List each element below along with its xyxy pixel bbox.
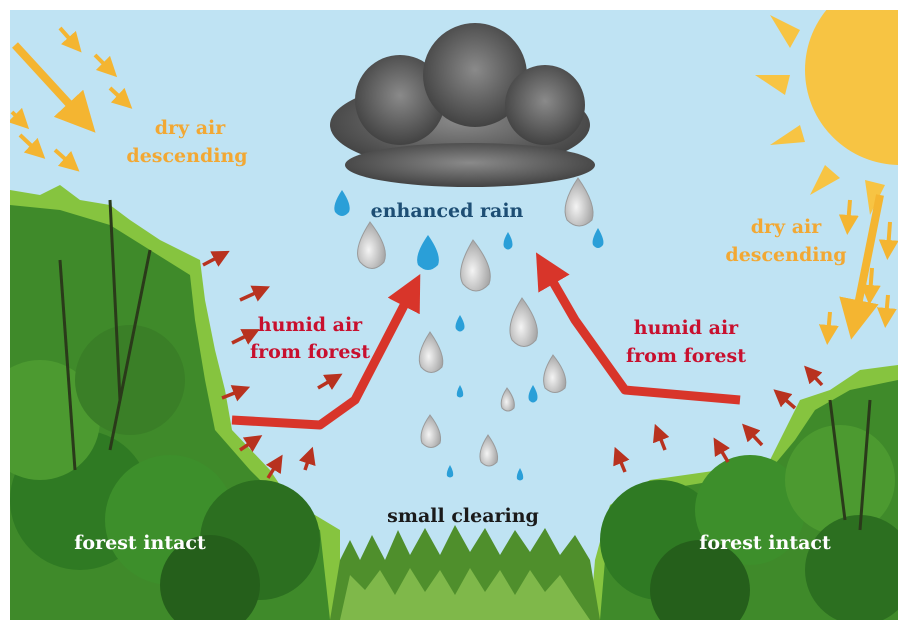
sun-rays-arrows-part [828,312,830,335]
left-forest-part [75,325,185,435]
label: enhanced rain [371,200,524,222]
label-line: dry air [155,117,226,139]
label: forest intact [74,532,206,554]
sun-rays-arrows-part [870,268,872,295]
label-line: from forest [626,345,746,367]
label: forest intact [699,532,831,554]
diagram: dry air descending dry air descending en… [0,0,908,631]
scene: dry air descending dry air descending en… [0,0,908,631]
label-line: dry air [751,216,822,238]
label-line: descending [126,145,247,167]
label-line: from forest [250,341,370,363]
cloud-part [505,65,585,145]
sun-rays-arrows-part [886,295,888,318]
label-line: descending [725,244,846,266]
label-line: humid air [634,317,739,339]
sun-rays-arrows-part [848,200,850,225]
sun-rays-arrows-part [888,222,890,250]
label-line: humid air [258,314,363,336]
cloud-part [345,143,595,187]
label: small clearing [387,505,539,527]
